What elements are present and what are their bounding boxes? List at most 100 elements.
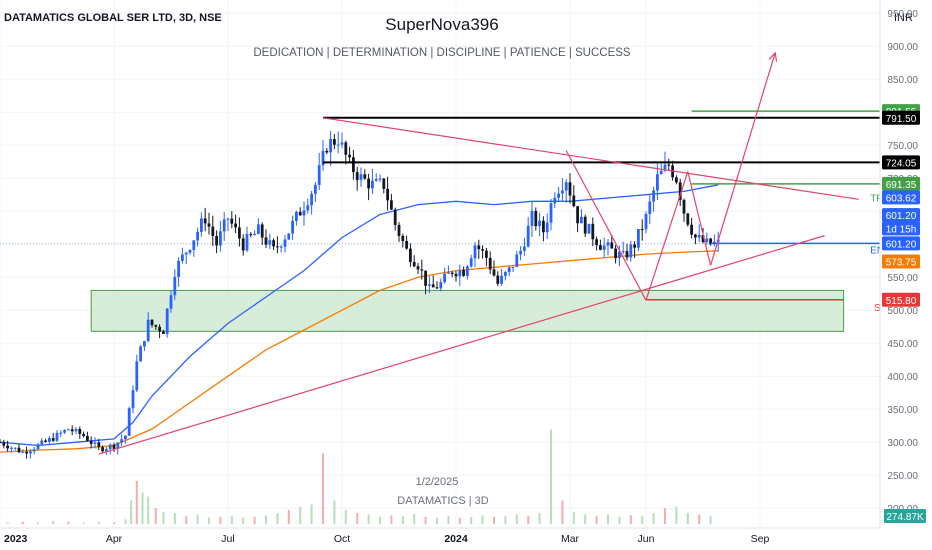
moving-averages <box>0 184 719 453</box>
x-tick-label: 2024 <box>444 533 468 545</box>
candle-body <box>515 254 519 267</box>
y-tick-label: 750.00 <box>887 141 918 152</box>
candle-body <box>101 447 104 452</box>
moving-average-line <box>0 250 719 453</box>
volume-bar <box>493 516 495 524</box>
candle-body <box>500 275 503 284</box>
x-tick-label: Jun <box>638 533 655 545</box>
candle-body <box>443 273 446 283</box>
volume-bar <box>413 513 416 524</box>
candle-body <box>215 235 218 246</box>
candle-body <box>420 269 424 271</box>
volume-bars <box>6 429 712 524</box>
candle-body <box>405 241 408 249</box>
candle-body <box>599 245 602 250</box>
candle-body <box>355 172 359 180</box>
candle-body <box>450 272 454 274</box>
y-tick-label: 350.00 <box>887 405 918 416</box>
candle-body <box>329 139 332 153</box>
volume-bar <box>379 516 381 524</box>
candle-body <box>561 190 564 194</box>
candle-body <box>667 164 671 166</box>
candle-body <box>488 257 492 270</box>
price-badge <box>882 176 920 191</box>
candle-body <box>705 238 709 242</box>
y-tick-label: 450.00 <box>887 339 918 350</box>
candle-body <box>310 193 313 206</box>
candle-body <box>192 240 196 250</box>
candle-body <box>63 430 66 433</box>
y-tick-label: 900.00 <box>887 42 918 53</box>
candle-body <box>32 449 36 452</box>
candle-body <box>663 164 667 171</box>
candle-body <box>70 429 74 432</box>
candle-body <box>481 249 484 251</box>
trend-line <box>98 235 825 455</box>
volume-bar <box>561 500 564 524</box>
currency-label[interactable]: INR <box>894 12 913 24</box>
volume-bar <box>584 514 587 524</box>
projection-arrow <box>710 52 776 266</box>
time-scale[interactable] <box>0 528 932 550</box>
y-tick-label: 250.00 <box>887 471 918 482</box>
volume-bar <box>675 506 678 524</box>
candle-body <box>146 319 150 342</box>
volume-bar <box>219 516 222 524</box>
volume-bar <box>124 519 127 524</box>
candle-body <box>314 184 317 194</box>
price-badge <box>882 155 920 170</box>
volume-bar <box>504 516 507 524</box>
candle-body <box>545 222 549 233</box>
candle-body <box>158 326 161 332</box>
candle-body <box>74 428 78 432</box>
candle-body <box>291 220 294 234</box>
candle-body <box>447 272 450 274</box>
x-tick-label: Mar <box>561 533 580 545</box>
candle-body <box>511 266 515 268</box>
candle-body <box>340 142 344 145</box>
candle-body <box>268 240 272 245</box>
candle-body <box>241 238 245 251</box>
candle-body <box>363 174 367 179</box>
candle-body <box>78 428 82 434</box>
candle-body <box>108 444 112 450</box>
volume-bar <box>652 513 655 524</box>
candle-body <box>276 246 279 248</box>
candle-body <box>382 178 386 189</box>
volume-bar <box>447 516 450 524</box>
volume-badge <box>884 509 926 523</box>
trend-line <box>645 171 689 301</box>
symbol-title[interactable]: DATAMATICS GLOBAL SER LTD, 3D, NSE <box>4 12 222 24</box>
volume-bar <box>470 516 473 524</box>
volume-bar <box>618 516 621 524</box>
candle-body <box>621 251 625 253</box>
candle-body <box>230 218 234 224</box>
candle-body <box>401 235 405 242</box>
candle-body <box>207 223 211 227</box>
tagline: DEDICATION | DETERMINATION | DISCIPLINE … <box>253 47 631 59</box>
volume-bar <box>299 506 302 524</box>
candle-body <box>295 211 298 221</box>
candle-body <box>196 231 199 241</box>
y-tick-label: 550.00 <box>887 273 918 284</box>
candle-body <box>648 201 652 214</box>
volume-bar <box>154 508 157 524</box>
trend-line <box>687 171 712 266</box>
candle-body <box>93 442 97 444</box>
price-badge-label: 601.20 <box>886 211 917 222</box>
candle-body <box>466 266 469 276</box>
support-zone-rect <box>90 289 845 332</box>
candle-body <box>542 220 545 233</box>
volume-bar <box>322 453 324 524</box>
candle-body <box>439 282 443 289</box>
price-scale[interactable] <box>880 0 932 550</box>
candle-body <box>150 319 154 326</box>
candle-body <box>538 220 541 227</box>
candle-body <box>17 447 21 453</box>
candle-body <box>325 150 329 153</box>
candle-body <box>690 224 693 235</box>
candle-body <box>67 429 70 431</box>
